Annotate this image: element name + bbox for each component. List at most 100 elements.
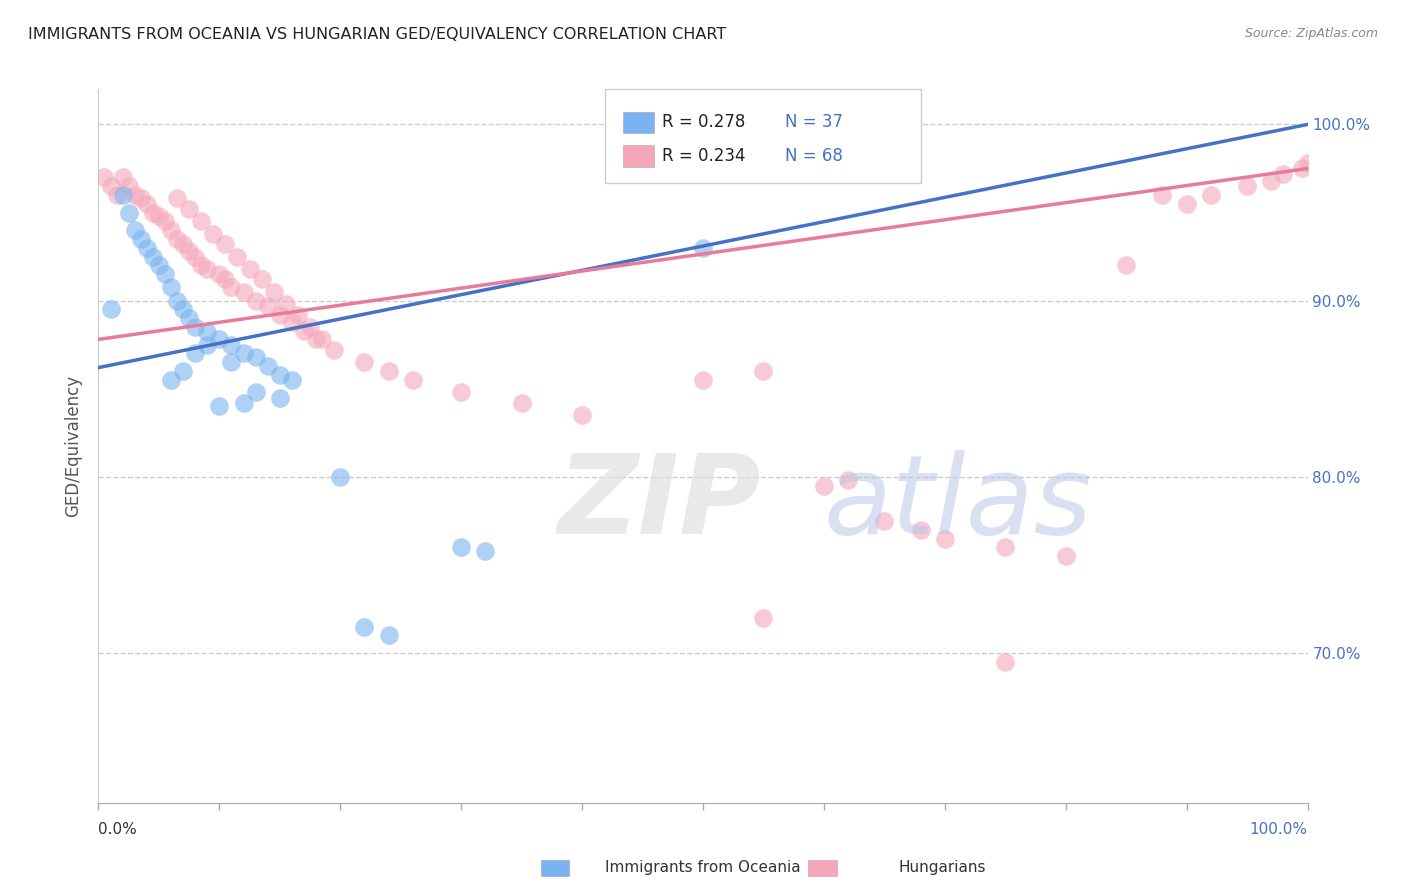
Point: [1260, 174, 1282, 188]
Point: [111, 188, 134, 202]
Point: [256, 299, 278, 313]
Point: [118, 205, 141, 219]
Point: [208, 267, 231, 281]
Point: [934, 532, 956, 546]
Point: [910, 523, 932, 537]
Point: [239, 261, 262, 276]
Point: [166, 232, 188, 246]
Point: [474, 544, 496, 558]
Point: [208, 332, 231, 346]
Point: [172, 302, 194, 317]
Text: ZIP: ZIP: [558, 450, 762, 557]
Point: [195, 261, 218, 276]
Text: Source: ZipAtlas.com: Source: ZipAtlas.com: [1244, 27, 1378, 40]
Point: [1272, 167, 1295, 181]
Point: [184, 346, 207, 360]
Point: [1291, 161, 1313, 176]
Point: [250, 272, 273, 286]
Point: [402, 373, 425, 387]
Point: [752, 364, 775, 378]
Point: [153, 267, 176, 281]
Text: 100.0%: 100.0%: [1250, 822, 1308, 837]
Point: [118, 179, 141, 194]
Point: [179, 202, 201, 216]
Point: [142, 250, 165, 264]
Point: [1175, 196, 1198, 211]
Point: [752, 611, 775, 625]
Point: [184, 320, 207, 334]
Point: [221, 355, 243, 369]
Point: [195, 337, 218, 351]
Text: 0.0%: 0.0%: [98, 822, 138, 837]
Point: [135, 196, 157, 211]
Point: [510, 396, 533, 410]
Point: [129, 191, 152, 205]
Point: [179, 311, 201, 326]
Point: [214, 272, 236, 286]
Point: [269, 308, 291, 322]
Point: [377, 364, 399, 378]
Point: [377, 628, 399, 642]
Point: [232, 396, 254, 410]
Point: [208, 400, 231, 414]
Point: [571, 408, 593, 422]
Point: [124, 223, 146, 237]
Point: [994, 541, 1017, 555]
Point: [245, 385, 267, 400]
Point: [221, 279, 243, 293]
Point: [292, 324, 315, 338]
Point: [1152, 188, 1174, 202]
Point: [160, 373, 183, 387]
Point: [148, 209, 170, 223]
Point: [256, 359, 278, 373]
Point: [281, 373, 304, 387]
Point: [148, 259, 170, 273]
Point: [100, 302, 122, 317]
Point: [329, 470, 352, 484]
Point: [1296, 156, 1319, 170]
Point: [195, 326, 218, 340]
Point: [263, 285, 285, 299]
Point: [190, 214, 212, 228]
Point: [353, 619, 375, 633]
Text: N = 37: N = 37: [785, 113, 842, 131]
Point: [232, 346, 254, 360]
Point: [142, 205, 165, 219]
Point: [1054, 549, 1077, 563]
Point: [105, 188, 128, 202]
Point: [281, 315, 304, 329]
Point: [450, 385, 472, 400]
Point: [172, 237, 194, 252]
Point: [166, 191, 188, 205]
Point: [353, 355, 375, 369]
Point: [274, 297, 297, 311]
Point: [873, 514, 896, 528]
Point: [214, 237, 236, 252]
Point: [692, 241, 714, 255]
Point: [111, 170, 134, 185]
Point: [269, 391, 291, 405]
Point: [93, 170, 115, 185]
Point: [311, 332, 333, 346]
Point: [1199, 188, 1222, 202]
Y-axis label: GED/Equivalency: GED/Equivalency: [65, 375, 83, 517]
Point: [166, 293, 188, 308]
Point: [299, 320, 322, 334]
Point: [232, 285, 254, 299]
Point: [160, 223, 183, 237]
Point: [450, 541, 472, 555]
Text: Immigrants from Oceania: Immigrants from Oceania: [605, 860, 801, 874]
Point: [135, 241, 157, 255]
Point: [160, 279, 183, 293]
Point: [323, 343, 346, 357]
Point: [100, 179, 122, 194]
Point: [692, 373, 714, 387]
Point: [813, 478, 835, 492]
Text: Hungarians: Hungarians: [898, 860, 986, 874]
Text: IMMIGRANTS FROM OCEANIA VS HUNGARIAN GED/EQUIVALENCY CORRELATION CHART: IMMIGRANTS FROM OCEANIA VS HUNGARIAN GED…: [28, 27, 727, 42]
Text: atlas: atlas: [824, 450, 1092, 557]
Point: [994, 655, 1017, 669]
Point: [221, 337, 243, 351]
Point: [1115, 259, 1137, 273]
Point: [245, 350, 267, 364]
